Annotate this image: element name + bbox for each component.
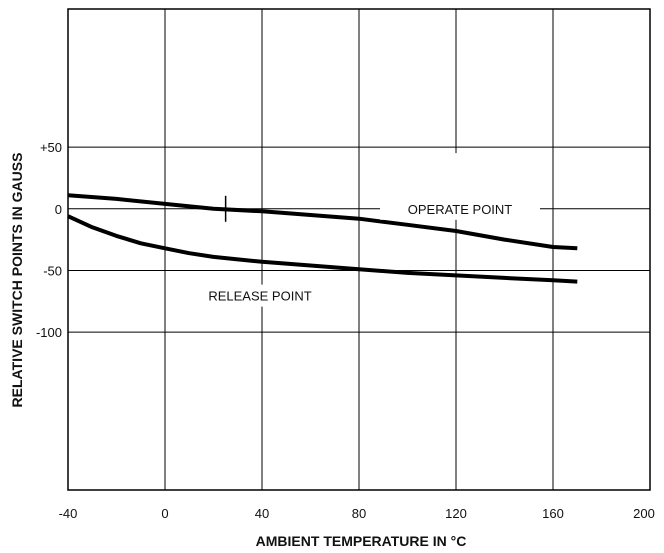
y-tick-label: +50 [40, 140, 62, 155]
y-axis-title: RELATIVE SWITCH POINTS IN GAUSS [9, 153, 25, 408]
x-tick-label: 80 [352, 506, 366, 521]
y-tick-label: 0 [55, 202, 62, 217]
series-layer [67, 193, 578, 284]
release-label-bg [190, 284, 334, 307]
x-tick-label: 0 [161, 506, 168, 521]
x-tick-label: 120 [445, 506, 467, 521]
operate-label-bg [380, 197, 540, 220]
x-tick-label: 200 [633, 506, 655, 521]
operate-point-line [67, 193, 578, 251]
x-axis-title: AMBIENT TEMPERATURE IN °C [256, 533, 467, 549]
y-tick-label: -50 [43, 263, 62, 278]
release-point-label: RELEASE POINT [208, 289, 311, 304]
x-tick-label: -40 [59, 506, 78, 521]
annotation-layer: OPERATE POINT RELEASE POINT [190, 195, 540, 307]
y-tick-labels: +50 0 -50 -100 [36, 140, 62, 340]
release-point-line [67, 214, 578, 284]
x-tick-labels: -40 0 40 80 120 160 200 [59, 506, 655, 521]
operate-point-label: OPERATE POINT [408, 202, 513, 217]
x-tick-label: 160 [542, 506, 564, 521]
x-tick-label: 40 [255, 506, 269, 521]
y-tick-label: -100 [36, 325, 62, 340]
